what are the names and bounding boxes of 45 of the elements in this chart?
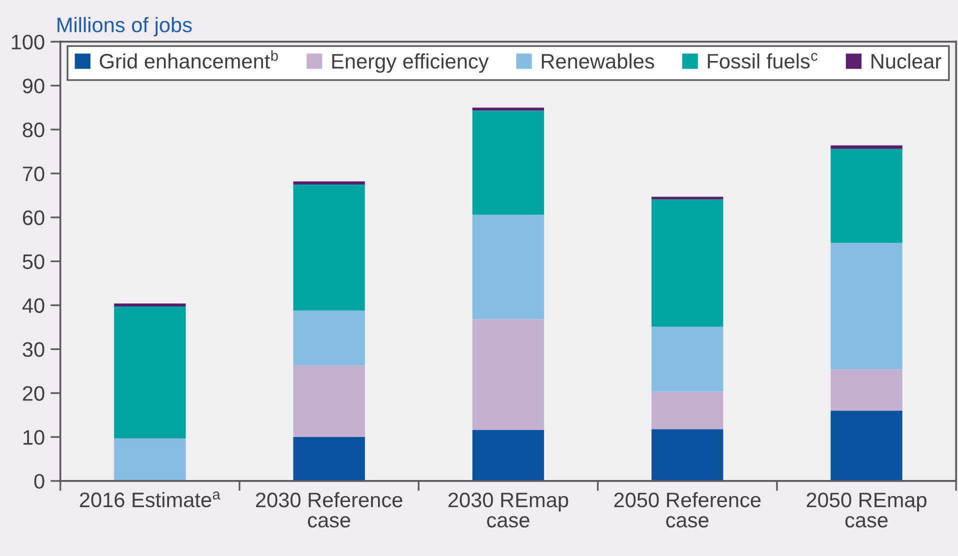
x-tick-label: 2016 Estimate$^{a}$ [80, 492, 220, 508]
bar [830, 242, 902, 370]
bar [830, 148, 902, 243]
y-tick-label: 80 [22, 122, 44, 138]
bar [293, 310, 365, 366]
legend-label: Fossil fuels$^{c}$ [708, 52, 818, 69]
bar [652, 429, 724, 481]
bar [652, 199, 724, 327]
x-tick-label: 2030 REmap case [448, 492, 568, 528]
y-tick-label: 70 [22, 166, 44, 182]
bar [830, 410, 902, 481]
bar [652, 196, 724, 200]
y-tick-label: 40 [22, 298, 44, 313]
bar [293, 184, 365, 311]
bar [114, 303, 186, 307]
y-tick-label: 100 [12, 34, 44, 50]
bar [293, 181, 365, 184]
y-tick-label: 60 [22, 210, 44, 226]
x-tick-label: 2030 Reference case [256, 492, 402, 528]
bar [830, 145, 902, 149]
bar [114, 306, 186, 438]
legend-label: Renewables [542, 53, 654, 69]
y-tick-label: 30 [22, 342, 44, 357]
bar [472, 110, 544, 215]
y-tick-label: 90 [22, 78, 44, 94]
bar [652, 326, 724, 392]
bar [472, 108, 544, 111]
x-tick-label: 2050 REmap case [806, 492, 926, 528]
bar [114, 438, 186, 481]
legend-label: Nuclear [872, 53, 942, 69]
y-tick-label: 0 [34, 474, 44, 489]
x-tick-label: 2050 Reference case [614, 492, 761, 528]
bar [472, 214, 544, 320]
bar [293, 437, 365, 481]
bar [652, 392, 724, 430]
bar [472, 430, 544, 481]
bar [293, 365, 365, 438]
legend-label: Energy efficiency [332, 53, 489, 73]
bar [830, 369, 902, 411]
legend-label: Grid enhancement$^{b}$ [100, 50, 278, 69]
y-tick-label: 20 [22, 386, 44, 401]
y-tick-label: 10 [23, 430, 44, 445]
y-axis-title: Millions of jobs [58, 17, 192, 36]
y-tick-label: 50 [22, 254, 44, 270]
bar [472, 319, 544, 430]
